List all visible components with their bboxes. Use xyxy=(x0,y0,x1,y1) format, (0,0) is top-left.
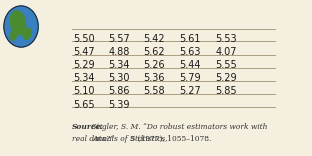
Text: 5.39: 5.39 xyxy=(108,100,129,110)
Text: 5.42: 5.42 xyxy=(143,34,165,44)
Text: 5.53: 5.53 xyxy=(216,34,237,44)
Text: 5.47: 5.47 xyxy=(73,47,95,57)
Text: 5.65: 5.65 xyxy=(73,100,95,110)
Ellipse shape xyxy=(10,32,16,40)
Text: 5.85: 5.85 xyxy=(216,86,237,96)
Text: 5.50: 5.50 xyxy=(73,34,95,44)
Text: 5.29: 5.29 xyxy=(216,73,237,83)
Text: Annals of Statistics,: Annals of Statistics, xyxy=(92,135,168,143)
Text: 5.29: 5.29 xyxy=(73,60,95,70)
Text: real data?”: real data?” xyxy=(72,135,116,143)
Text: Stigler, S. M. “Do robust estimators work with: Stigler, S. M. “Do robust estimators wor… xyxy=(89,123,268,131)
Text: 5.79: 5.79 xyxy=(179,73,201,83)
Text: 5.34: 5.34 xyxy=(108,60,129,70)
Text: 5.26: 5.26 xyxy=(143,60,165,70)
Text: 5.55: 5.55 xyxy=(216,60,237,70)
Text: 5 (1977), 1055–1078.: 5 (1977), 1055–1078. xyxy=(128,135,212,143)
Circle shape xyxy=(4,6,38,47)
Text: 5.27: 5.27 xyxy=(179,86,201,96)
Text: 4.07: 4.07 xyxy=(216,47,237,57)
Text: 5.58: 5.58 xyxy=(143,86,165,96)
Text: 5.34: 5.34 xyxy=(73,73,95,83)
Text: 5.86: 5.86 xyxy=(108,86,129,96)
Text: 5.44: 5.44 xyxy=(179,60,201,70)
Text: 5.30: 5.30 xyxy=(108,73,129,83)
Text: 5.62: 5.62 xyxy=(143,47,165,57)
Text: 5.63: 5.63 xyxy=(179,47,201,57)
Text: Source:: Source: xyxy=(72,123,104,131)
Text: 5.36: 5.36 xyxy=(143,73,165,83)
Text: 5.61: 5.61 xyxy=(179,34,201,44)
Text: 5.10: 5.10 xyxy=(73,86,95,96)
Text: 4.88: 4.88 xyxy=(108,47,129,57)
Text: 5.57: 5.57 xyxy=(108,34,130,44)
Ellipse shape xyxy=(10,11,26,35)
Ellipse shape xyxy=(23,28,31,39)
